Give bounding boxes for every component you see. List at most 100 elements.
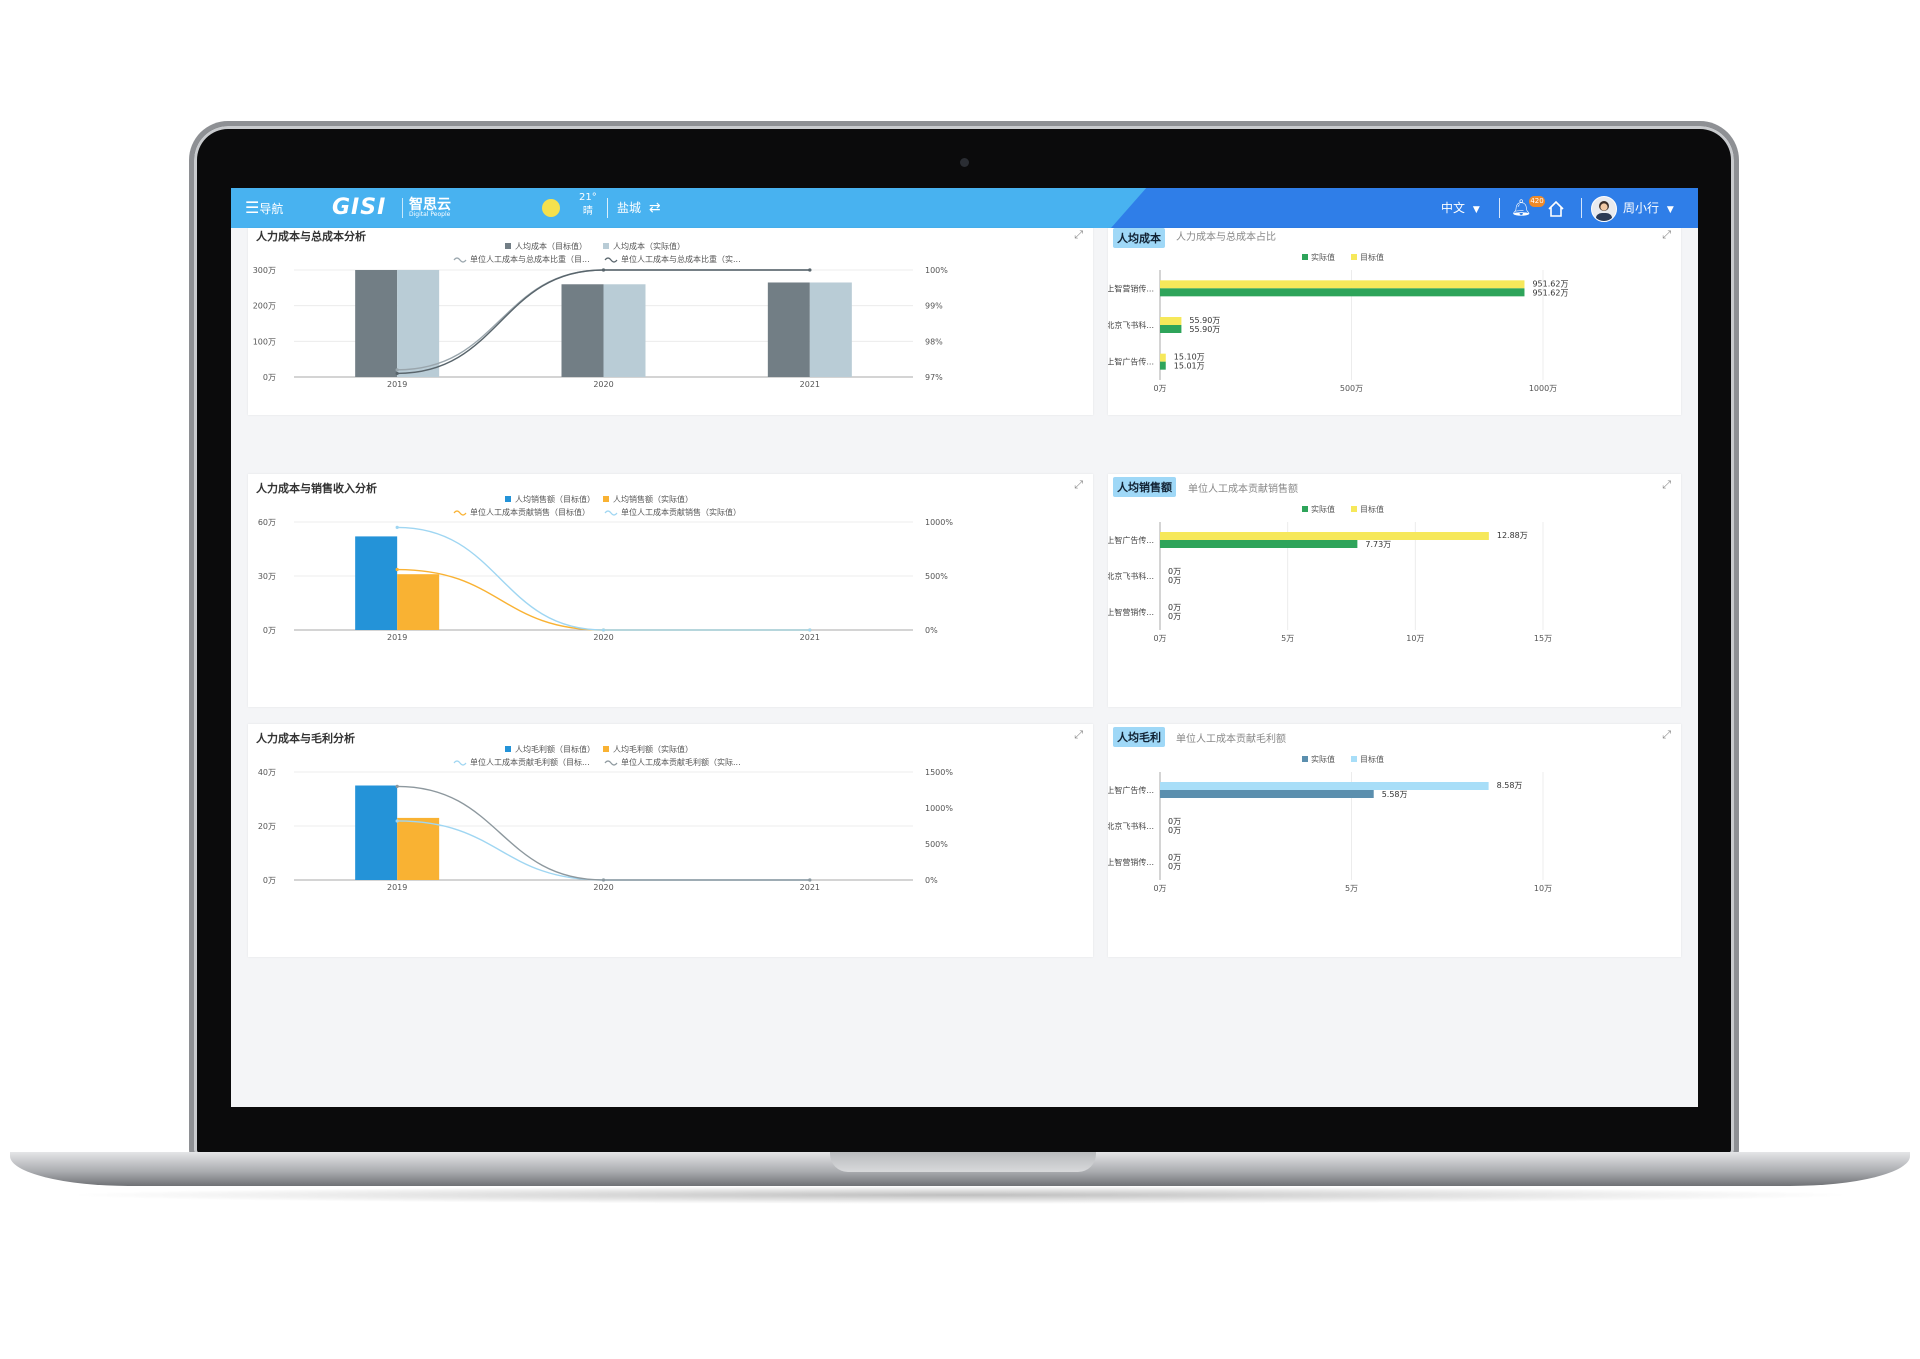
swap-icon: ⇄ bbox=[648, 200, 661, 216]
legend-swatch bbox=[1351, 506, 1357, 512]
avatar[interactable] bbox=[1591, 196, 1617, 222]
city-switch[interactable]: 盐城 ⇄ bbox=[617, 188, 661, 228]
legend-label: 实际值 bbox=[1311, 252, 1335, 262]
legend-line bbox=[453, 510, 467, 516]
legend-label: 单位人工成本与总成本比重（目... bbox=[470, 254, 590, 264]
category-label: 北京飞书科... bbox=[1108, 320, 1154, 330]
line-point bbox=[395, 819, 399, 823]
bar-actual bbox=[1160, 325, 1182, 333]
brand-sub: Digital People bbox=[409, 211, 451, 218]
legend-swatch bbox=[1351, 254, 1357, 260]
y-left-tick: 40万 bbox=[258, 768, 276, 777]
panel-badge: 人均销售额 bbox=[1113, 477, 1176, 497]
data-label: 55.90万 bbox=[1189, 325, 1220, 334]
camera bbox=[960, 158, 969, 167]
category-label: 上智营销传... bbox=[1108, 283, 1154, 293]
panel-title: 人力成本与毛利分析 bbox=[256, 732, 355, 745]
x-tick: 5万 bbox=[1345, 884, 1358, 893]
x-tick: 5万 bbox=[1281, 634, 1294, 643]
expand-icon[interactable]: ⤢ bbox=[1074, 478, 1083, 491]
language-select[interactable]: 中文 ▼ bbox=[1441, 188, 1480, 228]
x-tick: 2020 bbox=[593, 883, 613, 892]
category-label: 北京飞书科... bbox=[1108, 821, 1154, 831]
laptop-notch bbox=[830, 1152, 1096, 1172]
data-label: 951.62万 bbox=[1532, 288, 1568, 297]
x-tick: 2019 bbox=[387, 883, 407, 892]
combo-chart: 0万 30万 60万 0% 500% 1000% 2019 2020 2021 人均销售额（目标值… bbox=[258, 494, 954, 642]
legend-label: 单位人工成本贡献销售（目标值） bbox=[470, 507, 590, 517]
bar bbox=[603, 284, 646, 377]
panel-cost-total: 人力成本与总成本分析 ⤢ 0万 100万 200万 300万 97% 98% 99% 100%… bbox=[248, 228, 1093, 415]
y-left-tick: 30万 bbox=[258, 572, 276, 581]
legend-swatch bbox=[1302, 254, 1308, 260]
city-name: 盐城 bbox=[617, 201, 642, 215]
expand-icon[interactable]: ⤢ bbox=[1074, 728, 1083, 741]
panel-cost-sales: 人力成本与销售收入分析 ⤢ 0万 30万 60万 0% 500% 1000% 2019 202… bbox=[248, 474, 1093, 707]
chevron-down-icon: ▼ bbox=[1666, 205, 1674, 215]
panel-subtitle: 单位人工成本贡献毛利额 bbox=[1176, 734, 1286, 745]
legend-swatch bbox=[1302, 756, 1308, 762]
line-point bbox=[808, 268, 812, 272]
x-tick: 0万 bbox=[1153, 884, 1166, 893]
legend-label: 目标值 bbox=[1360, 252, 1384, 262]
expand-icon[interactable]: ⤢ bbox=[1662, 478, 1671, 491]
legend-swatch bbox=[505, 746, 511, 752]
x-tick: 1000万 bbox=[1529, 384, 1557, 393]
temperature: 21° bbox=[579, 192, 597, 203]
sun-icon bbox=[542, 199, 560, 217]
legend-label: 单位人工成本贡献毛利额（目标... bbox=[470, 757, 590, 767]
language-label: 中文 bbox=[1441, 201, 1466, 215]
panel-avg-profit: 人均毛利 单位人工成本贡献毛利额 ⤢ 0万 5万 10万 上智广告传... 8.58万 5… bbox=[1106, 724, 1681, 957]
bar-actual bbox=[1160, 790, 1374, 798]
legend-label: 人均销售额（实际值） bbox=[613, 494, 693, 504]
legend-label: 单位人工成本贡献毛利额（实际... bbox=[621, 757, 741, 767]
line-point bbox=[395, 525, 399, 529]
line-point bbox=[808, 878, 812, 882]
x-tick: 2021 bbox=[800, 883, 820, 892]
category-label: 上智广告传... bbox=[1108, 357, 1154, 367]
expand-icon[interactable]: ⤢ bbox=[1074, 228, 1083, 241]
x-tick: 2021 bbox=[800, 380, 820, 389]
expand-icon[interactable]: ⤢ bbox=[1662, 228, 1671, 241]
bar-actual bbox=[1160, 540, 1358, 548]
app-screen: ☰导航 GISI 智思云 Digital People 21° 晴 盐城 ⇄ 中… bbox=[231, 188, 1698, 1107]
line-point bbox=[395, 784, 399, 788]
line-point bbox=[395, 371, 399, 376]
bar-target bbox=[1160, 532, 1489, 540]
hbar-chart: 0万 5万 10万上智广告传...8.58万5.58万北京飞书科...0万0万上智营… bbox=[1106, 754, 1552, 893]
expand-icon[interactable]: ⤢ bbox=[1662, 728, 1671, 741]
data-label: 0万 bbox=[1168, 576, 1181, 585]
series-line bbox=[397, 269, 810, 375]
x-tick: 10万 bbox=[1534, 884, 1552, 893]
data-label: 7.73万 bbox=[1365, 540, 1391, 549]
y-right-tick: 97% bbox=[925, 373, 943, 382]
home-icon[interactable] bbox=[1547, 188, 1565, 228]
bell-icon[interactable]: 🔔︎ bbox=[1511, 198, 1532, 217]
y-right-tick: 100% bbox=[925, 266, 948, 275]
data-label: 0万 bbox=[1168, 853, 1181, 862]
y-right-tick: 98% bbox=[925, 337, 943, 346]
line-point bbox=[601, 628, 606, 632]
x-tick: 2021 bbox=[800, 633, 820, 642]
bar-target bbox=[1160, 317, 1182, 325]
y-left-tick: 60万 bbox=[258, 518, 276, 527]
legend-line bbox=[604, 510, 618, 516]
legend-label: 目标值 bbox=[1360, 504, 1384, 514]
panel-title: 人力成本与销售收入分析 bbox=[256, 482, 377, 495]
panel-badge: 人均毛利 bbox=[1113, 727, 1165, 747]
y-right-tick: 1500% bbox=[925, 768, 953, 777]
x-tick: 0万 bbox=[1153, 384, 1166, 393]
y-left-tick: 100万 bbox=[253, 337, 276, 346]
data-label: 0万 bbox=[1168, 612, 1181, 621]
laptop-shadow bbox=[60, 1186, 1860, 1204]
line-point bbox=[601, 268, 606, 272]
line-point bbox=[601, 878, 606, 882]
nav-button[interactable]: ☰导航 bbox=[245, 188, 283, 228]
panel-cost-profit: 人力成本与毛利分析 ⤢ 0万 20万 40万 0% 500% 1000% 1500% 2019… bbox=[248, 724, 1093, 957]
y-left-tick: 200万 bbox=[253, 302, 276, 311]
user-menu[interactable]: 周小行 ▼ bbox=[1623, 188, 1674, 228]
x-tick: 10万 bbox=[1406, 634, 1424, 643]
legend-label: 目标值 bbox=[1360, 754, 1384, 764]
panel-subtitle: 单位人工成本贡献销售额 bbox=[1188, 484, 1298, 495]
bar-target bbox=[1160, 353, 1166, 362]
